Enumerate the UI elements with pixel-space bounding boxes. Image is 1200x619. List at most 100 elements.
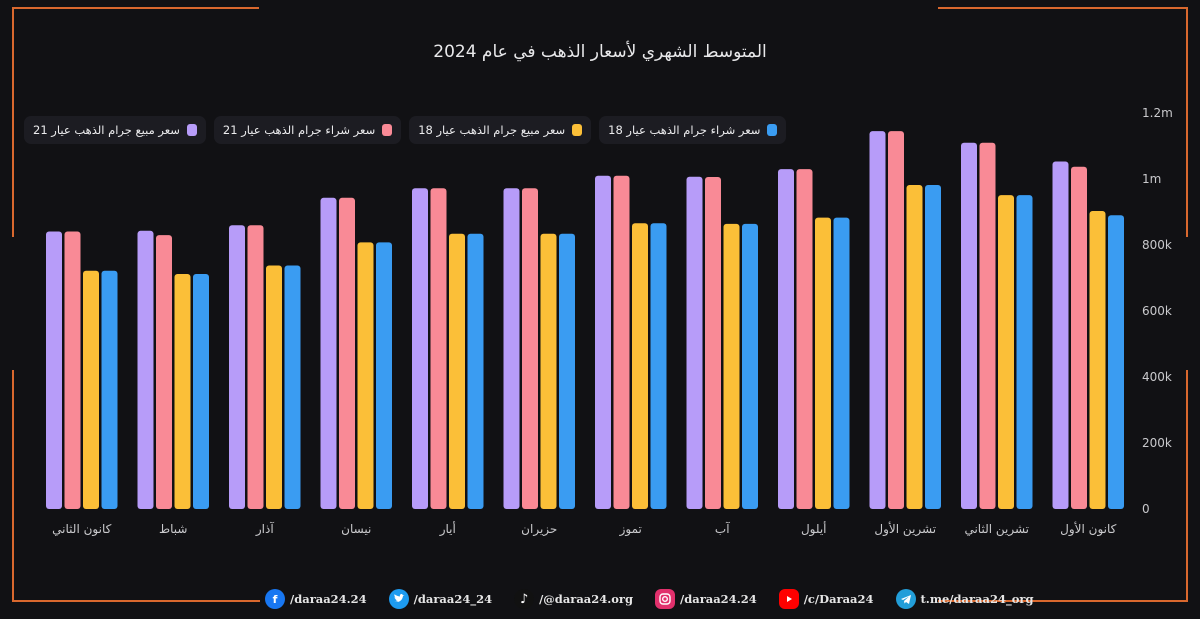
y-tick-label: 0: [1142, 502, 1150, 516]
legend-swatch: [572, 124, 583, 136]
bar[interactable]: [266, 265, 282, 509]
bar[interactable]: [559, 233, 575, 509]
bar[interactable]: [961, 142, 977, 509]
tiktok-icon: ♪: [514, 589, 535, 609]
bar[interactable]: [632, 223, 648, 509]
frame-right-lower: [1186, 370, 1188, 602]
frame-top-left: [12, 7, 259, 9]
bar[interactable]: [869, 131, 886, 509]
x-tick-label: تشرين الثاني: [964, 522, 1029, 537]
bar[interactable]: [412, 188, 428, 510]
y-tick-label: 400k: [1142, 370, 1172, 384]
facebook-link[interactable]: f /daraa24.24: [265, 589, 367, 609]
legend-label: سعر شراء جرام الذهب عيار 18: [608, 123, 761, 137]
bar[interactable]: [925, 184, 941, 509]
bar[interactable]: [83, 270, 99, 509]
x-tick-label: آب: [715, 521, 730, 536]
x-tick-label: كانون الثاني: [52, 522, 111, 537]
bar[interactable]: [137, 230, 154, 509]
bar[interactable]: [742, 223, 758, 509]
bar[interactable]: [229, 225, 245, 509]
bar[interactable]: [174, 274, 191, 509]
bar[interactable]: [833, 217, 850, 510]
legend-item[interactable]: سعر شراء جرام الذهب عيار 21: [213, 116, 402, 144]
bar[interactable]: [320, 197, 337, 509]
bar[interactable]: [979, 142, 996, 509]
bar[interactable]: [449, 233, 465, 509]
y-tick-label: 1.2m: [1142, 106, 1173, 120]
legend-swatch: [382, 124, 393, 136]
bar[interactable]: [815, 217, 831, 510]
bar[interactable]: [46, 231, 62, 509]
bar[interactable]: [686, 176, 703, 509]
facebook-icon: f: [265, 589, 285, 609]
bar[interactable]: [796, 169, 813, 509]
bar[interactable]: [1089, 211, 1106, 509]
y-tick-label: 800k: [1142, 238, 1172, 252]
bar[interactable]: [595, 175, 611, 509]
bar[interactable]: [1071, 166, 1087, 510]
bar[interactable]: [723, 223, 740, 509]
chart-legend: سعر مبيع جرام الذهب عيار 21 سعر شراء جرام…: [24, 116, 787, 144]
twitter-icon: [388, 589, 409, 609]
bar[interactable]: [467, 233, 484, 509]
bar[interactable]: [613, 175, 630, 509]
legend-item[interactable]: سعر شراء جرام الذهب عيار 18: [599, 116, 787, 144]
telegram-link[interactable]: t.me/daraa24_org: [895, 589, 1034, 609]
youtube-link[interactable]: /c/Daraa24: [778, 589, 874, 609]
instagram-icon: [655, 589, 676, 609]
twitter-link[interactable]: /daraa24_24: [388, 589, 492, 609]
telegram-handle: t.me/daraa24_org: [920, 592, 1034, 606]
x-tick-label: تموز: [619, 522, 642, 537]
frame-left-upper: [12, 7, 14, 237]
bar[interactable]: [193, 274, 209, 509]
tiktok-link[interactable]: ♪ /@daraa24.org: [514, 589, 633, 609]
bar[interactable]: [540, 233, 557, 509]
bar[interactable]: [522, 188, 538, 510]
bar[interactable]: [247, 225, 264, 509]
x-tick-label: تشرين الأول: [874, 521, 936, 537]
y-tick-label: 600k: [1142, 304, 1172, 318]
bar[interactable]: [906, 184, 923, 509]
bar[interactable]: [1108, 215, 1124, 510]
frame-bottom-left: [12, 600, 260, 602]
instagram-link[interactable]: /daraa24.24: [655, 589, 757, 609]
legend-item[interactable]: سعر مبيع جرام الذهب عيار 21: [24, 116, 206, 144]
bar[interactable]: [64, 231, 81, 509]
youtube-icon: [778, 589, 799, 609]
x-tick-label: كانون الأول: [1060, 521, 1117, 537]
x-tick-label: نيسان: [341, 522, 371, 536]
bar[interactable]: [430, 188, 447, 510]
bar[interactable]: [503, 188, 520, 510]
bar[interactable]: [156, 235, 172, 509]
bar[interactable]: [888, 131, 904, 509]
telegram-icon: [895, 589, 916, 609]
bar[interactable]: [650, 223, 667, 509]
bar[interactable]: [339, 197, 355, 509]
bar[interactable]: [357, 242, 374, 510]
bar[interactable]: [1016, 195, 1033, 510]
bar[interactable]: [376, 242, 392, 510]
youtube-handle: /c/Daraa24: [803, 592, 874, 606]
legend-label: سعر مبيع جرام الذهب عيار 21: [33, 123, 180, 137]
tiktok-handle: /@daraa24.org: [539, 592, 634, 606]
facebook-handle: /daraa24.24: [290, 592, 367, 606]
legend-label: سعر شراء جرام الذهب عيار 21: [222, 123, 376, 137]
x-tick-label: أيلول: [801, 521, 827, 537]
bar[interactable]: [101, 270, 118, 509]
bar[interactable]: [778, 169, 794, 509]
legend-item[interactable]: سعر مبيع جرام الذهب عيار 18: [409, 116, 592, 144]
y-tick-label: 200k: [1142, 436, 1172, 450]
legend-label: سعر مبيع جرام الذهب عيار 18: [418, 123, 566, 137]
bar[interactable]: [284, 265, 301, 509]
chart-title: المتوسط الشهري لأسعار الذهب في عام 2024: [433, 42, 767, 62]
frame-left-lower: [12, 370, 14, 602]
bar[interactable]: [1052, 161, 1069, 509]
x-tick-label: أيار: [439, 521, 456, 537]
bar[interactable]: [705, 177, 721, 509]
x-tick-label: شباط: [159, 522, 187, 536]
bar[interactable]: [998, 195, 1014, 510]
instagram-handle: /daraa24.24: [680, 592, 757, 606]
